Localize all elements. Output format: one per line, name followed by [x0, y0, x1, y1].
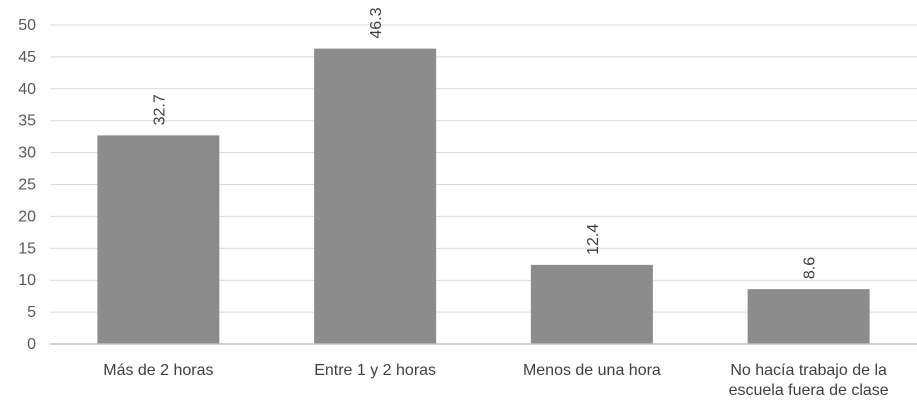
category-label-0: Más de 2 horas: [103, 362, 213, 379]
category-label-line: Entre 1 y 2 horas: [314, 362, 436, 379]
category-labels: Más de 2 horas Entre 1 y 2 horas Menos de …: [103, 362, 889, 399]
category-label-line: escuela fuera de clase: [729, 382, 889, 399]
y-tick-label-5: 5: [27, 304, 36, 321]
category-label-line: Menos de una hora: [523, 362, 661, 379]
y-tick-label-45: 45: [18, 49, 36, 66]
bar-2: [530, 264, 653, 344]
y-tick-label-25: 25: [18, 177, 36, 194]
data-label-1: 46.3: [368, 7, 385, 38]
data-label-0: 32.7: [151, 94, 168, 125]
data-label-2: 12.4: [585, 224, 602, 255]
bar-1: [314, 48, 437, 345]
category-label-line: No hacía trabajo de la: [730, 362, 887, 379]
category-label-1: Entre 1 y 2 horas: [314, 362, 436, 379]
data-label-3: 8.6: [802, 257, 819, 279]
y-tick-label-35: 35: [18, 113, 36, 130]
y-tick-label-20: 20: [18, 208, 36, 225]
y-tick-label-10: 10: [18, 272, 36, 289]
bar-0: [97, 135, 220, 344]
y-tick-label-40: 40: [18, 81, 36, 98]
bars: [97, 48, 870, 345]
category-label-3: No hacía trabajo de la escuela fuera de c…: [729, 362, 889, 399]
category-label-line: Más de 2 horas: [103, 362, 213, 379]
data-labels: 32.7 46.3 12.4 8.6: [151, 7, 818, 279]
y-tick-label-0: 0: [27, 336, 36, 353]
y-axis-ticks: 0 5 10 15 20 25 30 35 40 45 50: [18, 17, 36, 353]
category-label-2: Menos de una hora: [523, 362, 661, 379]
y-tick-label-30: 30: [18, 145, 36, 162]
y-tick-label-15: 15: [18, 240, 36, 257]
y-tick-label-50: 50: [18, 17, 36, 34]
bar-3: [747, 289, 870, 344]
